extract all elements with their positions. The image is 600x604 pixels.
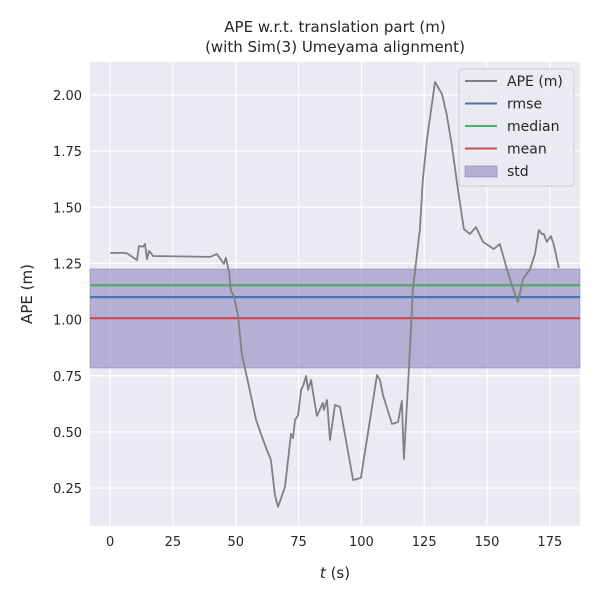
y-tick-label: 2.00 (53, 89, 82, 104)
y-tick-label: 1.25 (53, 257, 82, 272)
y-tick-label: 0.75 (53, 370, 82, 385)
x-tick-label: 100 (349, 535, 374, 550)
x-tick-label: 175 (537, 535, 562, 550)
x-tick-label: 50 (227, 535, 244, 550)
legend-label: mean (507, 142, 547, 158)
y-tick-label: 0.25 (53, 482, 82, 497)
legend-label: median (507, 119, 559, 135)
x-axis-label: t (s) (320, 564, 350, 582)
x-tick-label: 75 (290, 535, 307, 550)
x-tick-label: 125 (412, 535, 437, 550)
x-tick-label: 0 (106, 535, 114, 550)
y-tick-label: 1.50 (53, 201, 82, 216)
legend-swatch-std (464, 165, 498, 178)
legend-label: std (507, 164, 529, 180)
legend: APE (m) rmse median mean std (458, 68, 575, 187)
y-axis-label: APE (m) (18, 264, 36, 324)
chart-title: APE w.r.t. translation part (m) (224, 18, 445, 36)
y-tick-label: 1.75 (53, 145, 82, 160)
x-tick-label: 25 (165, 535, 182, 550)
chart-subtitle: (with Sim(3) Umeyama alignment) (205, 38, 465, 56)
x-tick-label: 150 (475, 535, 500, 550)
y-tick-label: 1.00 (53, 314, 82, 329)
legend-label: APE (m) (507, 74, 563, 90)
ape-line (110, 81, 560, 508)
legend-label: rmse (507, 97, 542, 113)
y-tick-label: 0.50 (53, 426, 82, 441)
